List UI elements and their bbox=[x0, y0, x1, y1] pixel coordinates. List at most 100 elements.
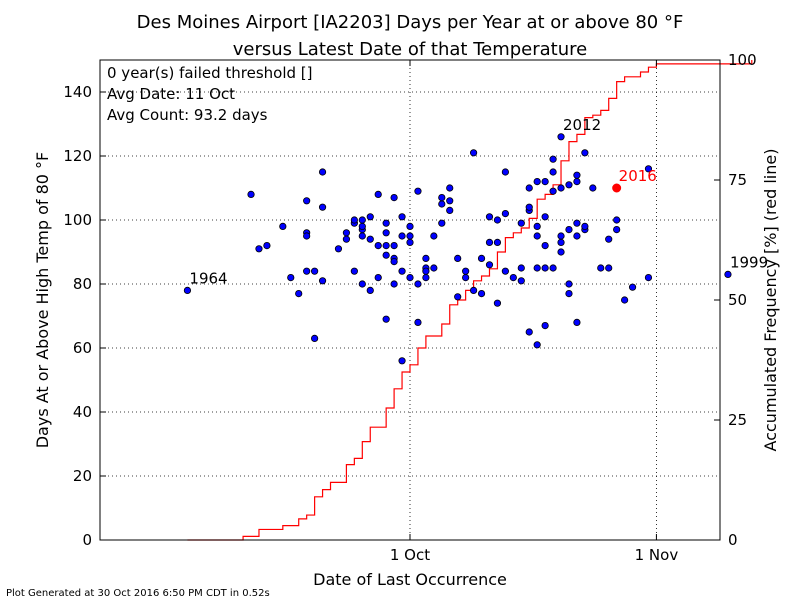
data-point bbox=[557, 133, 565, 141]
data-point bbox=[493, 299, 502, 307]
data-point bbox=[462, 267, 470, 275]
data-point bbox=[557, 238, 565, 246]
data-point bbox=[549, 187, 557, 195]
data-point bbox=[477, 289, 486, 298]
data-point bbox=[382, 229, 390, 237]
data-point bbox=[342, 235, 351, 243]
data-point bbox=[279, 222, 287, 230]
data-point bbox=[366, 286, 374, 294]
data-point bbox=[382, 219, 390, 227]
data-point bbox=[565, 289, 573, 298]
data-point bbox=[414, 187, 422, 195]
data-point bbox=[247, 190, 255, 198]
data-point bbox=[485, 238, 494, 246]
data-point bbox=[525, 203, 533, 211]
data-point bbox=[406, 238, 414, 246]
data-point bbox=[366, 213, 374, 221]
data-point bbox=[621, 296, 629, 304]
stats-line: Avg Count: 93.2 days bbox=[107, 106, 268, 124]
data-point bbox=[573, 232, 581, 240]
data-point bbox=[303, 267, 311, 275]
data-point bbox=[557, 184, 565, 192]
data-point bbox=[303, 232, 311, 240]
data-point bbox=[350, 267, 358, 275]
data-point bbox=[541, 242, 549, 250]
data-point bbox=[501, 210, 509, 218]
highlight-point bbox=[612, 183, 622, 193]
data-point bbox=[469, 286, 478, 294]
y2-tick-label: 75 bbox=[728, 171, 747, 189]
data-point bbox=[446, 197, 454, 205]
chart-title-line1: Des Moines Airport [IA2203] Days per Yea… bbox=[137, 12, 684, 33]
data-point bbox=[644, 273, 653, 282]
data-point bbox=[390, 242, 398, 250]
data-point bbox=[605, 235, 613, 243]
cdf-layer bbox=[187, 60, 753, 541]
data-point bbox=[342, 229, 351, 237]
data-point bbox=[350, 216, 358, 224]
data-point bbox=[589, 184, 597, 192]
data-point bbox=[287, 273, 295, 282]
y-tick-label: 100 bbox=[63, 211, 92, 229]
data-point bbox=[565, 181, 573, 189]
data-point bbox=[446, 184, 454, 192]
data-point bbox=[573, 318, 581, 326]
data-point bbox=[358, 280, 366, 288]
data-point bbox=[565, 280, 573, 288]
y2-tick-label: 25 bbox=[728, 411, 747, 429]
data-point bbox=[541, 213, 549, 221]
data-point bbox=[557, 232, 565, 240]
y-tick-label: 20 bbox=[73, 467, 92, 485]
data-point bbox=[549, 264, 557, 272]
data-point bbox=[573, 219, 581, 227]
data-point bbox=[581, 222, 589, 230]
data-point bbox=[541, 321, 549, 330]
data-point bbox=[382, 251, 390, 259]
data-point bbox=[613, 216, 621, 224]
data-point bbox=[541, 178, 549, 186]
data-point bbox=[358, 232, 366, 240]
stats-line: 0 year(s) failed threshold [] bbox=[107, 64, 313, 82]
data-point bbox=[454, 293, 462, 301]
data-point bbox=[303, 197, 311, 205]
x-tick-label: 1 Nov bbox=[635, 546, 679, 564]
data-point bbox=[255, 245, 263, 253]
data-point bbox=[430, 264, 438, 272]
data-point bbox=[581, 149, 589, 157]
data-point bbox=[493, 238, 502, 246]
stats-line: Avg Date: 11 Oct bbox=[107, 85, 235, 103]
data-point bbox=[398, 267, 406, 275]
data-point bbox=[382, 315, 390, 323]
data-point bbox=[390, 257, 398, 266]
data-point bbox=[549, 155, 557, 163]
data-point bbox=[398, 357, 406, 365]
data-point bbox=[517, 219, 525, 227]
data-point bbox=[628, 283, 637, 291]
data-point bbox=[573, 171, 581, 179]
data-point bbox=[183, 286, 192, 294]
data-point bbox=[533, 232, 541, 240]
data-point bbox=[318, 168, 327, 176]
x-tick-label: 1 Oct bbox=[390, 546, 430, 564]
data-point bbox=[605, 264, 613, 272]
data-point bbox=[501, 267, 509, 275]
data-point bbox=[565, 226, 573, 234]
data-point bbox=[477, 254, 486, 262]
x-axis: 1 Oct 1 Nov bbox=[390, 60, 678, 564]
y-axis: 0 20 40 60 80 100 120 140 bbox=[63, 83, 106, 549]
point-annotation: 1964 bbox=[189, 269, 227, 287]
data-point bbox=[422, 267, 430, 275]
x-axis-label: Date of Last Occurrence bbox=[313, 570, 507, 589]
data-point bbox=[525, 328, 533, 336]
data-point bbox=[318, 203, 327, 211]
data-point bbox=[462, 273, 470, 282]
y-tick-label: 40 bbox=[73, 403, 92, 421]
data-point bbox=[454, 254, 462, 262]
y2-axis-label: Accumulated Frequency [%] (red line) bbox=[761, 149, 780, 452]
y2-axis: 0 25 50 75 100 bbox=[714, 51, 757, 549]
data-point bbox=[263, 242, 271, 250]
data-point bbox=[533, 178, 541, 186]
data-point bbox=[311, 334, 319, 342]
y-axis-label: Days At or Above High Temp of 80 °F bbox=[33, 152, 52, 449]
data-point bbox=[438, 200, 446, 208]
